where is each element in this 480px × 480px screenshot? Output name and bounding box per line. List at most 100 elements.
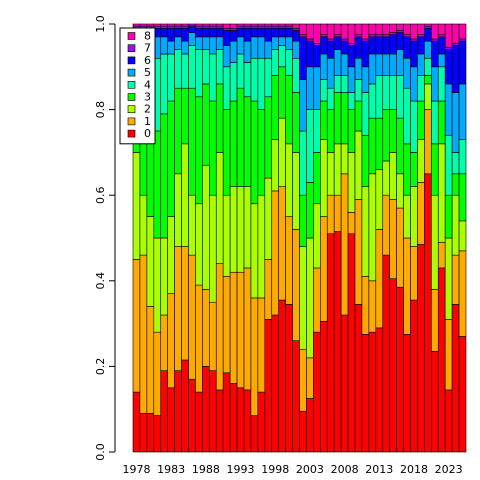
legend-swatch <box>127 56 136 65</box>
bar-segment <box>285 75 293 145</box>
bar-segment <box>326 109 335 153</box>
bar-segment <box>451 254 460 305</box>
legend-label: 2 <box>144 103 151 116</box>
y-tick-label: 0.0 <box>94 443 107 461</box>
bar-segment <box>278 27 286 38</box>
bar-segment <box>389 199 397 279</box>
bar-segment <box>354 130 363 200</box>
x-tick-label: 2003 <box>296 463 324 476</box>
bar-segment <box>181 27 189 42</box>
bar-segment <box>313 267 321 333</box>
bar-segment <box>354 79 363 102</box>
bar-segment <box>326 233 335 453</box>
bar-segment <box>264 57 273 98</box>
bar-segment <box>375 36 384 55</box>
bar-segment <box>215 27 224 38</box>
bar-segment <box>410 152 418 187</box>
bar-segment <box>458 23 467 40</box>
bar-segment <box>195 23 203 27</box>
bar-segment <box>333 231 342 453</box>
bar-segment <box>403 57 411 89</box>
bar-segment <box>313 331 321 453</box>
bar-segment <box>292 229 300 342</box>
bar-segment <box>382 75 390 110</box>
bar-segment <box>250 57 259 102</box>
bar-segment <box>160 314 168 371</box>
bar-segment <box>222 45 231 68</box>
bar-segment <box>236 25 245 29</box>
bar-segment <box>236 27 245 38</box>
bar-segment <box>202 36 210 50</box>
bar-segment <box>354 23 363 35</box>
bar-segment <box>292 340 300 453</box>
bar-segment <box>188 194 196 256</box>
bar-segment <box>285 143 293 217</box>
bar-segment <box>209 194 217 303</box>
bar-segment <box>209 36 217 55</box>
bar-segment <box>278 186 286 301</box>
bar-segment <box>292 23 300 29</box>
bar-segment <box>389 34 397 55</box>
bar-segment <box>451 194 460 256</box>
bar-segment <box>257 109 266 196</box>
bar-segment <box>417 23 425 35</box>
bar-segment <box>431 38 439 42</box>
bar-segment <box>243 186 252 269</box>
bar-segment <box>389 32 397 36</box>
bar-segment <box>368 117 377 175</box>
legend-swatch <box>127 117 136 126</box>
bar-segment <box>313 66 321 110</box>
bar-segment <box>229 271 238 384</box>
bar-segment <box>264 25 273 29</box>
bar-segment <box>257 57 266 110</box>
bar-segment <box>188 45 196 89</box>
legend-swatch <box>127 44 136 53</box>
bar-segment <box>139 194 148 256</box>
bar-segment <box>278 66 286 119</box>
bar-segment <box>431 100 439 145</box>
bar-segment <box>347 233 356 453</box>
x-tick-label: 2023 <box>435 463 463 476</box>
bar-segment <box>306 66 314 110</box>
bar-segment <box>139 413 148 453</box>
bar-segment <box>396 75 404 119</box>
bar-segment <box>222 27 231 31</box>
bar-segment <box>278 25 286 29</box>
bar-segment <box>167 40 175 55</box>
bar-segment <box>271 190 279 316</box>
bar-segment <box>195 96 203 205</box>
bar-segment <box>215 23 224 27</box>
bar-segment <box>417 244 425 453</box>
bar-segment <box>368 173 377 282</box>
bar-segment <box>361 186 370 277</box>
bar-segment <box>326 87 335 110</box>
x-tick-label: 1983 <box>157 463 185 476</box>
bar-segment <box>174 49 182 89</box>
bar-segment <box>326 152 335 196</box>
bar-segment <box>215 263 224 391</box>
bar-segment <box>382 23 390 35</box>
bar-segment <box>424 173 432 453</box>
bar-segment <box>437 36 446 55</box>
bar-segment <box>292 152 300 230</box>
bar-segment <box>222 66 231 110</box>
bar-segment <box>437 241 446 269</box>
bar-segment <box>188 25 196 33</box>
bar-segment <box>361 276 370 335</box>
bar-segment <box>333 23 342 35</box>
bar-segment <box>236 23 245 27</box>
bar-segment <box>347 66 356 93</box>
bar-segment <box>264 177 273 260</box>
legend-swatch <box>127 32 136 40</box>
bar-segment <box>403 87 411 145</box>
bar-segment <box>299 34 307 38</box>
bar-segment <box>181 40 189 55</box>
bar-segment <box>354 34 363 38</box>
bar-segment <box>320 321 328 453</box>
bar-segment <box>229 62 238 102</box>
bar-segment <box>285 36 293 50</box>
bar-segment <box>195 203 203 286</box>
bar-segment <box>299 194 307 247</box>
bar-segment <box>431 289 439 352</box>
